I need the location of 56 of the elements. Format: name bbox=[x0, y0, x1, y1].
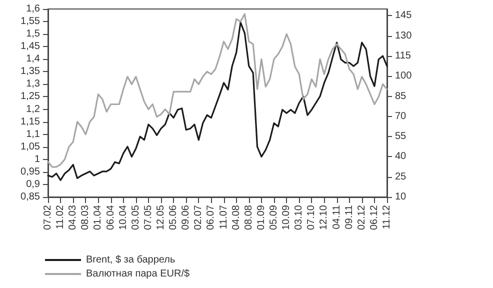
x-tick-label: 01.04 bbox=[92, 204, 104, 230]
x-tick-label: 05.06 bbox=[168, 204, 180, 230]
y2-tick-label: 10 bbox=[395, 192, 407, 202]
y-tick-label: 1,6 bbox=[26, 4, 40, 14]
x-tick-label: 05.09 bbox=[268, 204, 280, 230]
legend-label: Brent, $ за баррель bbox=[86, 254, 176, 266]
x-tick-label: 02.07 bbox=[193, 204, 204, 230]
x-tick-label: 11.07 bbox=[218, 204, 230, 230]
x-tick-label: 12.10 bbox=[318, 204, 330, 230]
x-tick-label: 03.05 bbox=[130, 204, 142, 230]
x-tick-label: 06.07 bbox=[206, 204, 217, 230]
y2-tick-label: 100 bbox=[395, 70, 412, 82]
y-tick-label: 1,2 bbox=[26, 104, 40, 115]
x-tick-label: 12.05 bbox=[156, 204, 166, 230]
y2-tick-label: 55 bbox=[395, 131, 407, 142]
y2-tick-label: 70 bbox=[395, 110, 407, 122]
x-tick-label: 07.02 bbox=[42, 204, 54, 230]
x-tick-label: 07.05 bbox=[142, 204, 154, 230]
x-tick-label: 04.11 bbox=[331, 204, 342, 230]
x-tick-label: 09.06 bbox=[180, 204, 192, 230]
x-tick-label: 02.12 bbox=[356, 204, 368, 230]
y2-tick-label: 130 bbox=[395, 30, 412, 42]
x-tick-label: 06.04 bbox=[105, 204, 116, 230]
x-tick-label: 01.09 bbox=[256, 204, 267, 230]
y-tick-label: 1,15 bbox=[20, 116, 40, 128]
y-tick-label: 1,4 bbox=[26, 54, 40, 65]
x-tick-label: 04.03 bbox=[68, 204, 79, 230]
x-tick-label: 03.10 bbox=[294, 204, 305, 230]
x-tick-label: 08.08 bbox=[243, 204, 254, 230]
y-tick-label: 1,55 bbox=[20, 16, 40, 28]
y2-tick-label: 85 bbox=[395, 90, 407, 102]
x-tick-label: 10.04 bbox=[118, 204, 129, 230]
x-tick-label: 11.02 bbox=[55, 204, 66, 230]
x-tick-label: 06.12 bbox=[368, 204, 380, 230]
x-tick-label: 04.08 bbox=[230, 204, 242, 230]
x-tick-label: 11.12 bbox=[382, 204, 392, 230]
y-tick-label: 0,85 bbox=[20, 192, 40, 202]
y-tick-label: 1,5 bbox=[26, 28, 40, 40]
x-tick-label: 08.03 bbox=[80, 204, 92, 230]
y2-tick-label: 40 bbox=[395, 151, 407, 162]
y-tick-label: 1,25 bbox=[20, 91, 40, 102]
x-tick-label: 10.09 bbox=[281, 204, 292, 230]
x-tick-label: 07.10 bbox=[306, 204, 318, 230]
y-tick-label: 1,3 bbox=[26, 78, 40, 90]
legend-label: Валютная пара EUR/$ bbox=[86, 268, 190, 280]
y2-tick-label: 145 bbox=[395, 10, 412, 22]
y2-tick-label: 25 bbox=[395, 171, 407, 182]
y-tick-label: 1,1 bbox=[26, 128, 40, 140]
x-tick-label: 09.11 bbox=[344, 204, 355, 230]
y-tick-label: 0,9 bbox=[26, 178, 40, 190]
y-tick-label: 1,35 bbox=[20, 66, 40, 78]
y-tick-label: 1,45 bbox=[20, 41, 40, 52]
y-tick-label: 0,95 bbox=[20, 166, 40, 178]
y2-tick-label: 115 bbox=[395, 50, 412, 62]
y-tick-label: 1 bbox=[34, 154, 40, 165]
y-tick-label: 1,05 bbox=[20, 141, 40, 152]
